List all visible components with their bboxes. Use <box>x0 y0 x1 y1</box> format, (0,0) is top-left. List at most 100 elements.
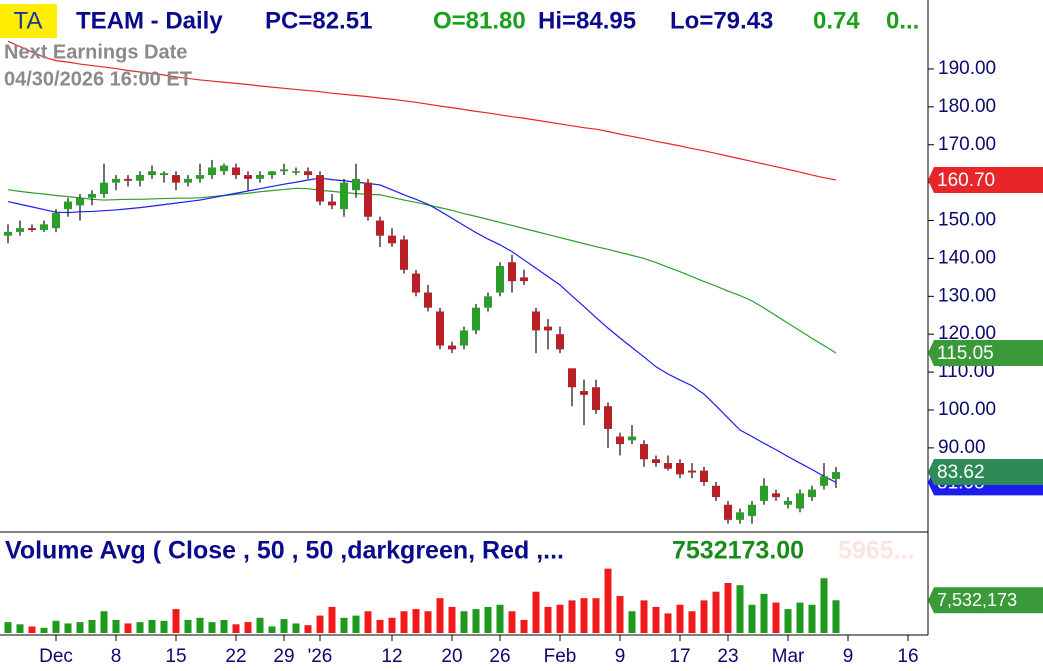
candle-body <box>28 228 36 231</box>
candle-body <box>112 178 120 183</box>
volume-bar <box>280 619 288 633</box>
candle-body <box>16 228 24 232</box>
volume-bar <box>784 609 792 633</box>
x-tick-label: Mar <box>772 646 805 667</box>
volume-faded: 5965... <box>838 537 914 565</box>
volume-bar <box>4 622 12 633</box>
y-tick-label: 150.00 <box>938 210 996 231</box>
volume-bar <box>808 604 816 633</box>
candle-body <box>364 182 372 217</box>
candle-body <box>712 485 720 498</box>
y-tick-label: 170.00 <box>938 134 996 155</box>
candle-body <box>268 171 276 176</box>
volume-bar <box>580 598 588 633</box>
candle-body <box>700 470 708 482</box>
volume-bar <box>640 600 648 633</box>
candle-body <box>76 197 84 206</box>
header-stat: 0... <box>886 7 919 34</box>
candle-body <box>724 504 732 520</box>
candle-body <box>136 175 144 181</box>
candle-body <box>196 175 204 179</box>
candle-body <box>88 194 96 198</box>
volume-bar <box>424 611 432 633</box>
volume-bar <box>148 619 156 633</box>
x-tick-label: Feb <box>544 646 577 667</box>
y-tick-label: 100.00 <box>938 399 996 420</box>
candle-body <box>184 178 192 183</box>
candle-body <box>124 178 132 181</box>
volume-bar <box>160 620 168 633</box>
volume-bar <box>484 606 492 633</box>
volume-bar <box>748 604 756 633</box>
volume-bar <box>820 578 828 633</box>
candle-body <box>736 512 744 520</box>
candle-body <box>52 212 60 229</box>
volume-bar <box>724 583 732 633</box>
volume-bar <box>772 602 780 633</box>
y-tick-label: 120.00 <box>938 323 996 344</box>
volume-bar <box>604 568 612 633</box>
volume-bar <box>472 609 480 633</box>
x-tick-label: 23 <box>717 646 738 667</box>
candle-body <box>496 266 504 293</box>
price-tag <box>928 166 1043 193</box>
candle-body <box>220 165 228 172</box>
candle-body <box>592 387 600 410</box>
candle-body <box>520 277 528 282</box>
volume-bar <box>16 624 24 633</box>
volume-bar <box>220 619 228 633</box>
volume-bar <box>664 613 672 633</box>
candle-body <box>760 485 768 501</box>
x-tick-label: 8 <box>111 646 122 667</box>
volume-bar <box>736 585 744 633</box>
volume-bar <box>76 622 84 633</box>
candle-body <box>628 436 636 441</box>
candle-body <box>64 201 72 210</box>
earnings-date: 04/30/2026 16:00 ET <box>4 68 192 90</box>
candle-body <box>748 504 756 517</box>
candle-body <box>232 167 240 176</box>
volume-bar <box>520 619 528 633</box>
volume-bar <box>628 611 636 633</box>
price-tag <box>928 339 1043 366</box>
y-tick-label: 90.00 <box>938 437 986 458</box>
candle-body <box>832 472 840 479</box>
header-stat: Lo=79.43 <box>670 7 773 34</box>
moving-average-line <box>7 177 837 483</box>
candle-body <box>328 201 336 206</box>
x-tick-label: 22 <box>225 646 246 667</box>
candle-body <box>664 463 672 469</box>
x-tick-label: 15 <box>165 646 186 667</box>
candle-body <box>388 235 396 244</box>
x-tick-label: 20 <box>441 646 462 667</box>
moving-average-line <box>7 40 837 181</box>
x-tick-label: Dec <box>39 646 73 667</box>
volume-bar <box>208 622 216 633</box>
candle-body <box>400 239 408 270</box>
volume-bar <box>328 606 336 633</box>
x-tick-label: 17 <box>669 646 690 667</box>
header-stat: Hi=84.95 <box>538 7 636 34</box>
y-tick-label: 140.00 <box>938 247 996 268</box>
x-tick-label: 12 <box>381 646 402 667</box>
volume-bar <box>412 609 420 633</box>
volume-bar <box>196 617 204 633</box>
price-tag-label: 83.62 <box>937 462 985 483</box>
candle-body <box>148 171 156 176</box>
volume-tag <box>928 587 1043 614</box>
candle-body <box>472 307 480 331</box>
volume-bar <box>688 611 696 633</box>
candle-body <box>40 224 48 231</box>
x-tick-label: 16 <box>897 646 918 667</box>
candle-body <box>100 182 108 195</box>
badge-text: TA <box>14 7 43 34</box>
volume-bar <box>340 617 348 633</box>
volume-bar <box>40 627 48 633</box>
candle-body <box>304 171 312 176</box>
candle-body <box>544 326 552 331</box>
candle-body <box>604 406 612 429</box>
volume-bar <box>316 615 324 633</box>
price-tag <box>928 459 1043 486</box>
volume-bar <box>496 604 504 633</box>
